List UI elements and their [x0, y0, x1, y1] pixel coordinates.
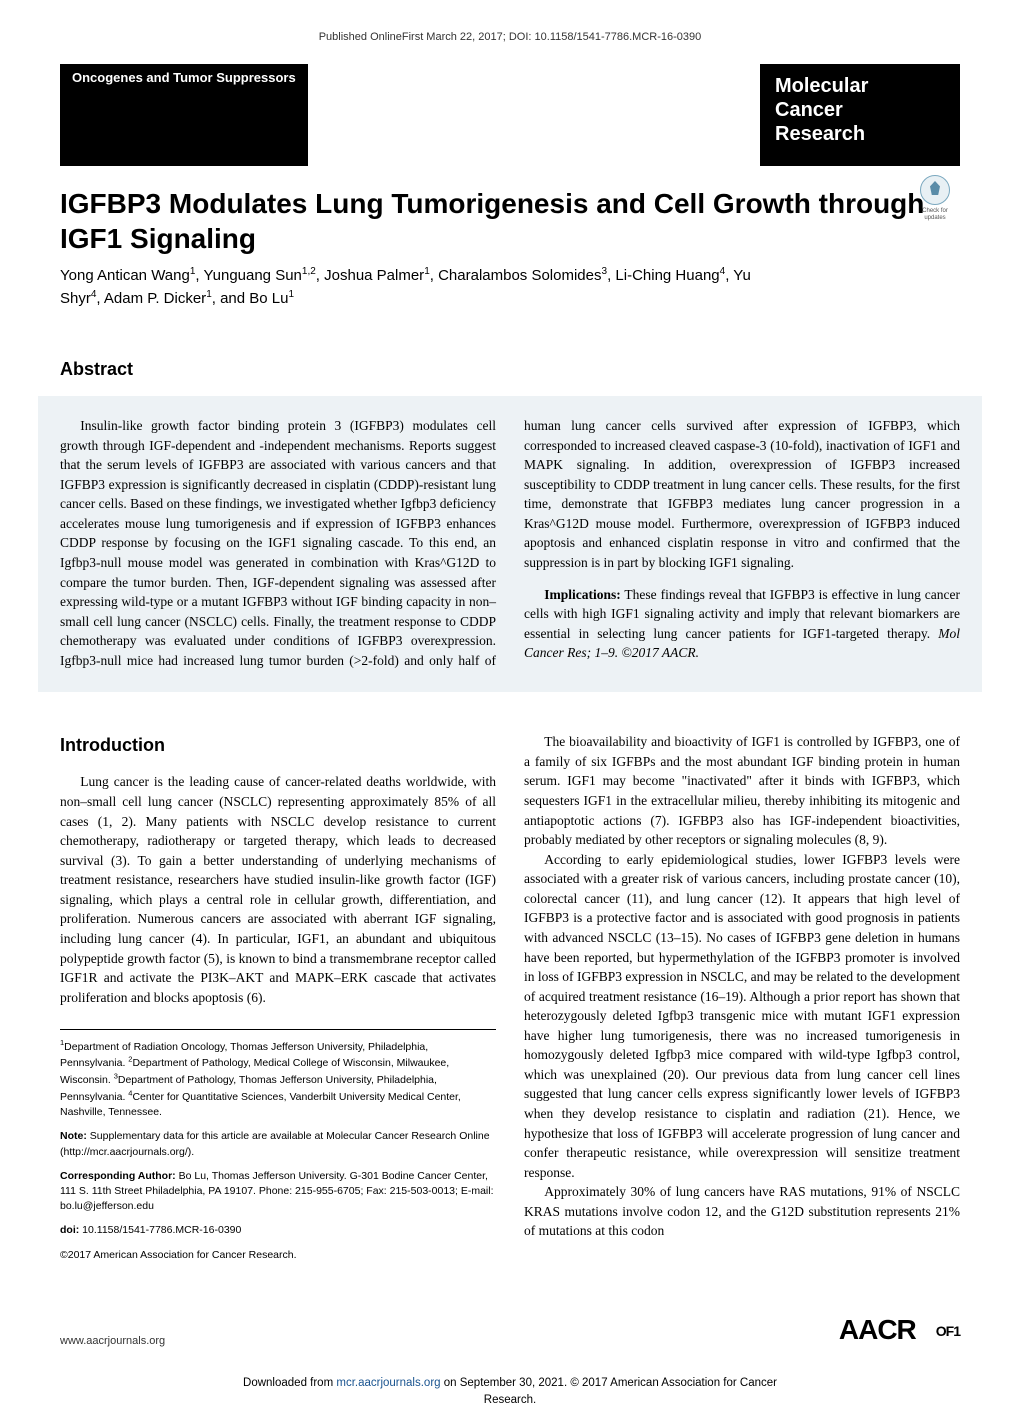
- footer-url[interactable]: www.aacrjournals.org: [60, 1334, 165, 1350]
- published-line: Published OnlineFirst March 22, 2017; DO…: [60, 30, 960, 46]
- left-column: Introduction Lung cancer is the leading …: [60, 732, 496, 1271]
- section-tag: Oncogenes and Tumor Suppressors: [60, 64, 308, 166]
- download-link[interactable]: mcr.aacrjournals.org: [336, 1377, 440, 1389]
- download-pre: Downloaded from: [243, 1377, 336, 1389]
- journal-name: Molecular Cancer Research: [760, 64, 960, 166]
- download-mid: on September 30, 2021. © 2017 American A…: [441, 1377, 777, 1389]
- supplementary-note: Note: Supplementary data for this articl…: [60, 1129, 496, 1159]
- author-list: Yong Antican Wang1, Yunguang Sun1,2, Jos…: [60, 264, 780, 311]
- doi-line: doi: 10.1158/1541-7786.MCR-16-0390: [60, 1223, 496, 1238]
- page-footer: www.aacrjournals.org AACR OF1: [60, 1302, 960, 1351]
- journal-line-2: Cancer: [775, 98, 910, 122]
- intro-col2-p2: According to early epidemiological studi…: [524, 850, 960, 1183]
- copyright-line: ©2017 American Association for Cancer Re…: [60, 1248, 496, 1263]
- introduction-heading: Introduction: [60, 732, 496, 758]
- paper-title: IGFBP3 Modulates Lung Tumorigenesis and …: [60, 186, 960, 256]
- journal-line-1: Molecular: [775, 74, 910, 98]
- intro-col2-p3: Approximately 30% of lung cancers have R…: [524, 1182, 960, 1241]
- journal-line-3: Research: [775, 122, 910, 146]
- download-l2: Research.: [484, 1394, 536, 1406]
- check-label-1: Check for: [915, 208, 955, 215]
- page-number: OF1: [936, 1323, 960, 1339]
- abstract-heading: Abstract: [60, 356, 960, 382]
- implications-label: Implications:: [544, 587, 621, 602]
- corresponding-author: Corresponding Author: Bo Lu, Thomas Jeff…: [60, 1169, 496, 1215]
- crossmark-icon: [920, 175, 950, 205]
- header-bar: Oncogenes and Tumor Suppressors Molecula…: [60, 64, 960, 166]
- abstract-band: Insulin-like growth factor binding prote…: [38, 396, 982, 692]
- aacr-logo: AACR OF1: [839, 1310, 960, 1351]
- spacer: [308, 64, 760, 166]
- check-for-updates-badge[interactable]: Check for updates: [915, 175, 955, 225]
- affiliations-text: 1Department of Radiation Oncology, Thoma…: [60, 1038, 496, 1120]
- download-note: Downloaded from mcr.aacrjournals.org on …: [60, 1375, 960, 1407]
- abstract-implications: Implications: These findings reveal that…: [524, 585, 960, 663]
- right-column: The bioavailability and bioactivity of I…: [524, 732, 960, 1271]
- aacr-logo-text: AACR: [839, 1314, 916, 1345]
- affiliations-block: 1Department of Radiation Oncology, Thoma…: [60, 1029, 496, 1263]
- intro-col1-p1: Lung cancer is the leading cause of canc…: [60, 772, 496, 1007]
- intro-col2-p1: The bioavailability and bioactivity of I…: [524, 732, 960, 849]
- check-label-2: updates: [915, 215, 955, 222]
